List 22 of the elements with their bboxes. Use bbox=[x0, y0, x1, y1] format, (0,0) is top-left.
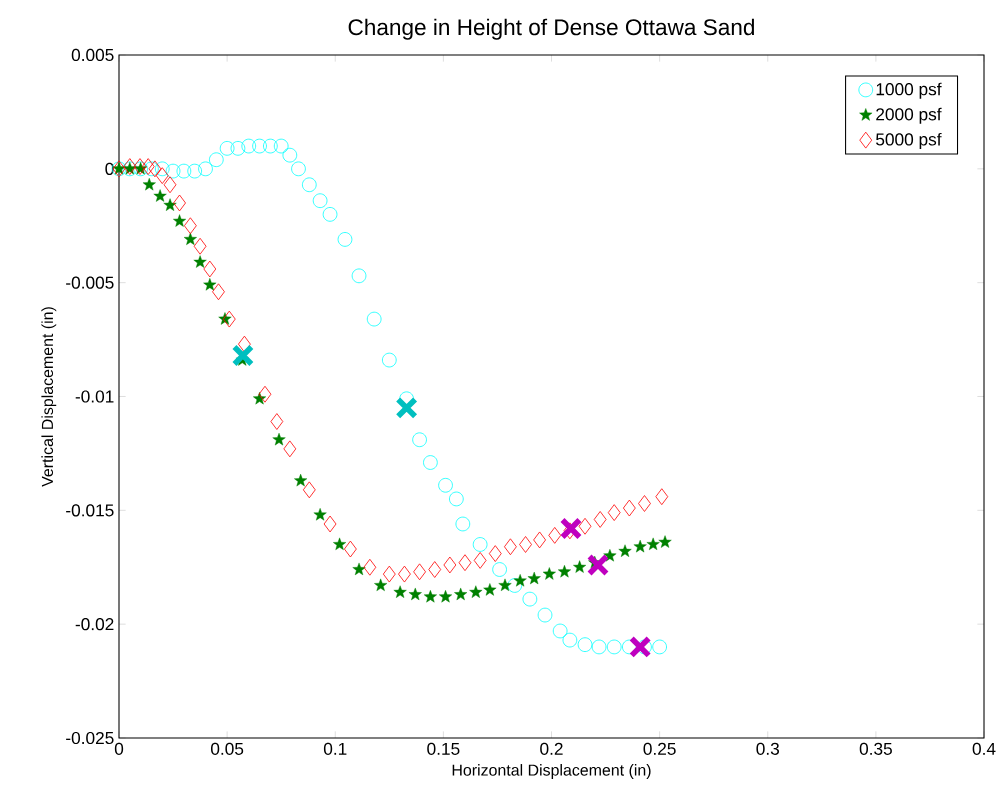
legend-label: 5000 psf bbox=[876, 132, 942, 149]
y-tick-label: 0.005 bbox=[71, 48, 114, 62]
y-tick-label: -0.015 bbox=[66, 504, 114, 517]
y-tick-label: -0.025 bbox=[66, 731, 114, 745]
x-tick-label: 0.1 bbox=[323, 742, 347, 755]
chart-title: Change in Height of Dense Ottawa Sand bbox=[348, 18, 754, 40]
x-tick-label: 0 bbox=[114, 742, 124, 755]
y-tick-label: -0.01 bbox=[75, 390, 114, 403]
x-tick-label: 0.25 bbox=[643, 742, 676, 755]
x-tick-label: 0.05 bbox=[210, 742, 244, 755]
y-tick-label: 0 bbox=[105, 162, 114, 175]
x-tick-label: 0.15 bbox=[427, 742, 460, 755]
legend-label: 1000 psf bbox=[876, 82, 942, 99]
x-tick-label: 0.3 bbox=[756, 742, 780, 755]
y-tick-label: -0.02 bbox=[75, 618, 114, 631]
x-axis-title: Horizontal Displacement (in) bbox=[452, 764, 651, 779]
y-tick-label: -0.005 bbox=[66, 276, 114, 289]
x-tick-label: 0.2 bbox=[540, 742, 563, 755]
x-tick-label: 0.35 bbox=[859, 742, 892, 755]
x-tick-label: 0.4 bbox=[972, 742, 996, 755]
legend-label: 2000 psf bbox=[876, 107, 942, 124]
y-axis-title: Vertical Displacement (in) bbox=[41, 307, 57, 487]
